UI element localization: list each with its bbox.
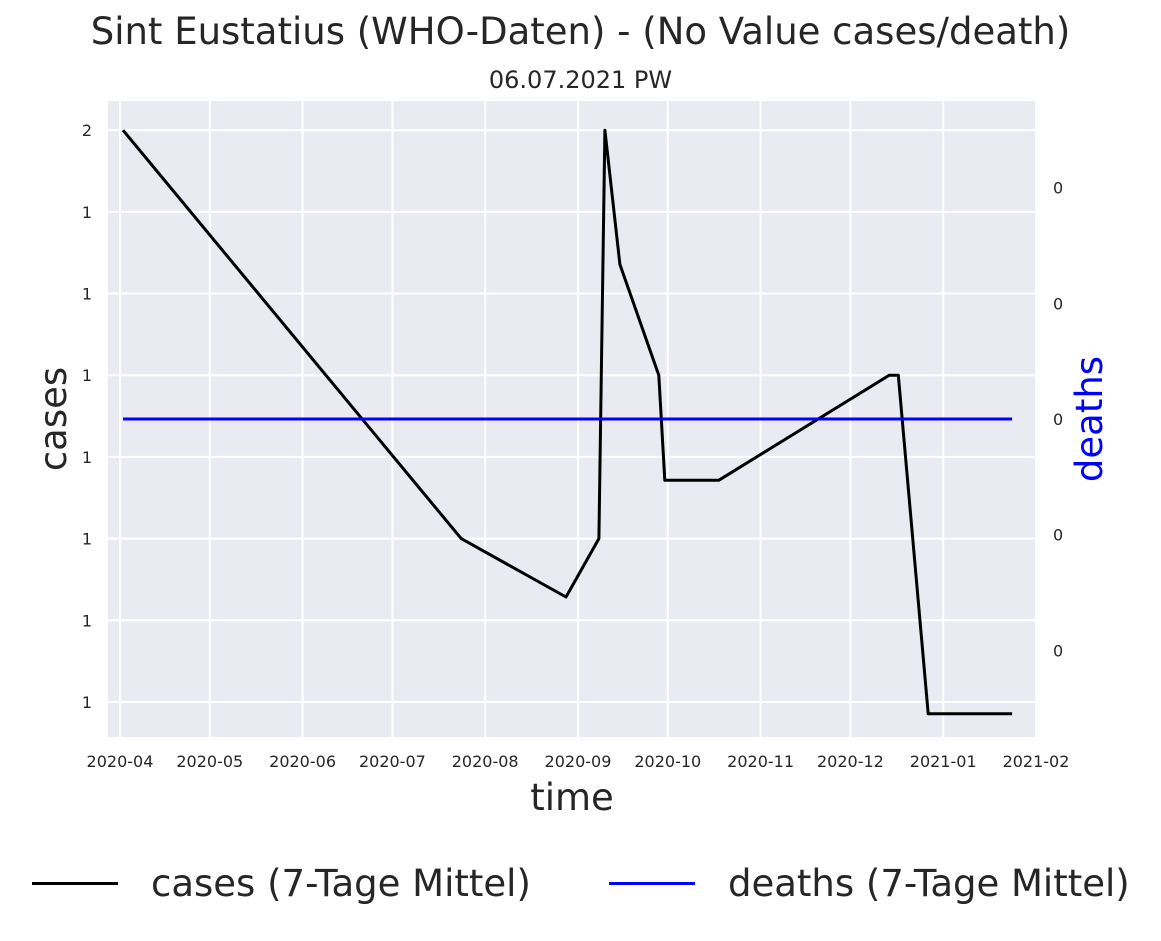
chart-subtitle: 06.07.2021 PW [488, 66, 673, 94]
y-right-tick-label: 0 [1053, 410, 1063, 429]
y-left-tick-label: 1 [82, 448, 92, 467]
y-right-tick-label: 0 [1053, 641, 1063, 660]
legend-item-deaths: deaths (7-Tage Mittel) [609, 862, 1130, 905]
y-right-tick-label: 0 [1053, 526, 1063, 545]
x-tick-label: 2020-10 [634, 752, 701, 771]
y-left-tick-label: 2 [82, 121, 92, 140]
y-left-tick-label: 1 [82, 366, 92, 385]
legend: cases (7-Tage Mittel) deaths (7-Tage Mit… [0, 862, 1161, 914]
x-tick-label: 2020-11 [727, 752, 794, 771]
series-lines [121, 128, 1013, 716]
y-right-tick-label: 0 [1053, 294, 1063, 313]
x-tick-labels: 2020-04 2020-05 2020-06 2020-07 2020-08 2020-… [87, 752, 1070, 771]
y-right-axis-label: deaths [1068, 356, 1111, 482]
y-left-axis-label: cases [32, 367, 75, 471]
y-gridlines [108, 129, 1036, 703]
x-axis-label: time [530, 776, 614, 819]
x-tick-label: 2021-01 [910, 752, 977, 771]
x-tick-label: 2020-04 [87, 752, 154, 771]
y-right-tick-labels: 0 0 0 0 0 [1053, 179, 1063, 661]
x-tick-label: 2020-08 [452, 752, 519, 771]
chart-title: Sint Eustatius (WHO-Daten) - (No Value c… [90, 10, 1071, 53]
series-line-cases [121, 128, 1013, 716]
x-tick-label: 2020-05 [176, 752, 243, 771]
y-left-tick-label: 1 [82, 611, 92, 630]
y-left-tick-label: 1 [82, 203, 92, 222]
x-tick-label: 2020-07 [359, 752, 426, 771]
legend-label-cases: cases (7-Tage Mittel) [151, 862, 531, 905]
y-right-tick-label: 0 [1053, 179, 1063, 198]
y-left-tick-label: 1 [82, 285, 92, 304]
x-tick-label: 2020-12 [817, 752, 884, 771]
y-left-tick-label: 1 [82, 693, 92, 712]
legend-item-cases: cases (7-Tage Mittel) [32, 862, 531, 905]
legend-label-deaths: deaths (7-Tage Mittel) [728, 862, 1130, 905]
x-tick-label: 2020-06 [269, 752, 336, 771]
x-tick-label: 2020-09 [545, 752, 612, 771]
legend-swatch-cases [32, 882, 118, 885]
y-left-tick-label: 1 [82, 530, 92, 549]
y-left-tick-labels: 2 1 1 1 1 1 1 1 [82, 121, 92, 712]
legend-swatch-deaths [609, 882, 695, 885]
x-tick-label: 2021-02 [1003, 752, 1070, 771]
